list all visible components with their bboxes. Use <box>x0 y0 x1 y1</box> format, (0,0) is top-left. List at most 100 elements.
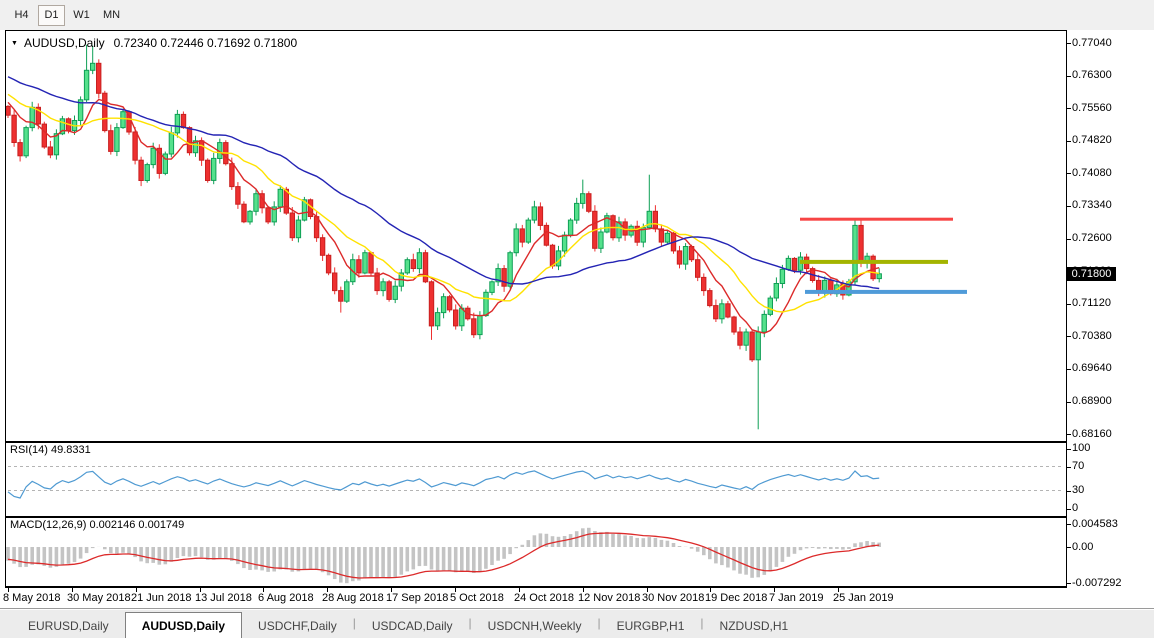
price-tick-mark <box>1067 141 1071 142</box>
timeframe-button-w1[interactable]: W1 <box>73 9 90 21</box>
date-axis-label: 7 Jan 2019 <box>769 592 824 604</box>
rsi-axis-label: 70 <box>1072 460 1085 472</box>
price-axis-label: 0.73340 <box>1072 199 1112 211</box>
timeframe-button-d1[interactable]: D1 <box>38 4 65 26</box>
macd-axis-label: 0.004583 <box>1072 518 1118 530</box>
rsi-canvas <box>7 466 1064 499</box>
price-tick-mark <box>1067 304 1071 305</box>
date-tick-mark <box>72 588 73 592</box>
price-axis-label: 0.69640 <box>1072 362 1112 374</box>
chart-title-ohlc: 0.72340 0.72446 0.71692 0.71800 <box>113 36 298 50</box>
tab-USDCHF-Daily[interactable]: USDCHF,Daily <box>258 619 337 633</box>
tab-separator: | <box>352 615 356 630</box>
price-axis-label: 0.74820 <box>1072 134 1112 146</box>
price-tick-mark <box>1067 434 1071 435</box>
price-axis-label: 0.70380 <box>1072 330 1112 342</box>
current-price-badge: 0.71800 <box>1067 267 1116 281</box>
candles <box>6 44 882 430</box>
price-axis-label: 0.75560 <box>1072 102 1112 114</box>
price-tick-mark <box>1067 108 1071 109</box>
date-tick-mark <box>391 588 392 592</box>
date-axis-label: 30 May 2018 <box>67 592 131 604</box>
tab-separator: | <box>468 615 472 630</box>
macd-tick-mark <box>1067 524 1071 525</box>
macd-tick-mark <box>1067 547 1071 548</box>
tab-USDCNH-Weekly[interactable]: USDCNH,Weekly <box>487 619 582 633</box>
tab-EURGBP-H1[interactable]: EURGBP,H1 <box>616 619 685 633</box>
date-axis-label: 6 Aug 2018 <box>258 592 314 604</box>
timeframe-toolbar: H4 D1 W1 MN <box>0 0 1154 30</box>
price-tick-mark <box>1067 402 1071 403</box>
macd-indicator-pane[interactable] <box>5 517 1067 587</box>
date-axis-label: 19 Dec 2018 <box>705 592 768 604</box>
macd-signal-line <box>7 532 880 579</box>
rsi-tick-mark <box>1067 449 1071 450</box>
macd-axis-label: -0.007292 <box>1072 577 1122 589</box>
rsi-tick-mark <box>1067 491 1071 492</box>
macd-histogram <box>6 527 882 584</box>
date-tick-mark <box>200 588 201 592</box>
date-tick-mark <box>519 588 520 592</box>
date-tick-mark <box>8 588 9 592</box>
rsi-line <box>7 470 880 499</box>
timeframe-button-mn[interactable]: MN <box>102 9 121 21</box>
tab-separator: | <box>597 615 601 630</box>
price-tick-mark <box>1067 369 1071 370</box>
date-axis-label: 25 Jan 2019 <box>833 592 894 604</box>
date-tick-mark <box>583 588 584 592</box>
tab-EURUSD-Daily[interactable]: EURUSD,Daily <box>28 619 109 633</box>
rsi-axis-label: 0 <box>1072 502 1079 514</box>
rsi-indicator-pane[interactable] <box>5 442 1067 517</box>
price-axis-label: 0.72600 <box>1072 232 1112 244</box>
macd-tick-mark <box>1067 583 1071 584</box>
macd-canvas <box>6 527 882 584</box>
date-axis-label: 17 Sep 2018 <box>386 592 449 604</box>
tab-NZDUSD-H1[interactable]: NZDUSD,H1 <box>719 619 789 633</box>
price-axis-label: 0.71120 <box>1072 297 1111 309</box>
tab-separator: | <box>700 615 704 630</box>
date-tick-mark <box>263 588 264 592</box>
date-axis-label: 5 Oct 2018 <box>450 592 504 604</box>
rsi-axis-label: 30 <box>1072 484 1085 496</box>
moving-average-lines <box>7 76 880 334</box>
chart-menu-arrow-icon: ▼ <box>11 39 18 47</box>
chart-title: ▼ AUDUSD,Daily 0.72340 0.72446 0.71692 0… <box>11 36 297 50</box>
date-axis-label: 21 Jun 2018 <box>131 592 192 604</box>
macd-label: MACD(12,26,9) 0.002146 0.001749 <box>10 519 185 531</box>
date-axis[interactable] <box>5 587 1067 608</box>
date-axis-label: 12 Nov 2018 <box>578 592 641 604</box>
price-axis-label: 0.76300 <box>1072 69 1112 81</box>
timeframe-button-h4[interactable]: H4 <box>14 9 29 21</box>
date-tick-mark <box>710 588 711 592</box>
support-resistance-lines <box>800 217 967 294</box>
date-tick-mark <box>455 588 456 592</box>
chart-title-symbol: AUDUSD,Daily <box>23 36 105 50</box>
date-axis-label: 28 Aug 2018 <box>322 592 384 604</box>
date-axis-label: 13 Jul 2018 <box>195 592 252 604</box>
price-axis-label: 0.77040 <box>1072 37 1112 49</box>
price-tick-mark <box>1067 43 1071 44</box>
date-axis-label: 30 Nov 2018 <box>642 592 705 604</box>
tab-AUDUSD-Daily[interactable]: AUDUSD,Daily <box>124 612 243 638</box>
chart-window: ▼ AUDUSD,Daily 0.72340 0.72446 0.71692 0… <box>0 30 1154 608</box>
date-axis-label: 24 Oct 2018 <box>514 592 574 604</box>
main-chart-canvas <box>6 44 967 430</box>
price-axis-label: 0.68900 <box>1072 395 1112 407</box>
price-tick-mark <box>1067 76 1071 77</box>
price-tick-mark <box>1067 173 1071 174</box>
price-tick-mark <box>1067 239 1071 240</box>
main-chart-pane[interactable] <box>5 30 1067 442</box>
rsi-tick-mark <box>1067 509 1071 510</box>
chart-tab-bar: EURUSD,Daily AUDUSD,Daily USDCHF,Daily | USD… <box>0 608 1154 638</box>
date-axis-label: 8 May 2018 <box>3 592 61 604</box>
rsi-tick-mark <box>1067 467 1071 468</box>
rsi-label: RSI(14) 49.8331 <box>10 444 91 456</box>
macd-axis-label: 0.00 <box>1072 541 1094 553</box>
tab-USDCAD-Daily[interactable]: USDCAD,Daily <box>371 619 453 633</box>
price-axis-label: 0.74080 <box>1072 167 1112 179</box>
date-tick-mark <box>327 588 328 592</box>
date-tick-mark <box>774 588 775 592</box>
date-tick-mark <box>647 588 648 592</box>
price-tick-mark <box>1067 206 1071 207</box>
price-tick-mark <box>1067 336 1071 337</box>
